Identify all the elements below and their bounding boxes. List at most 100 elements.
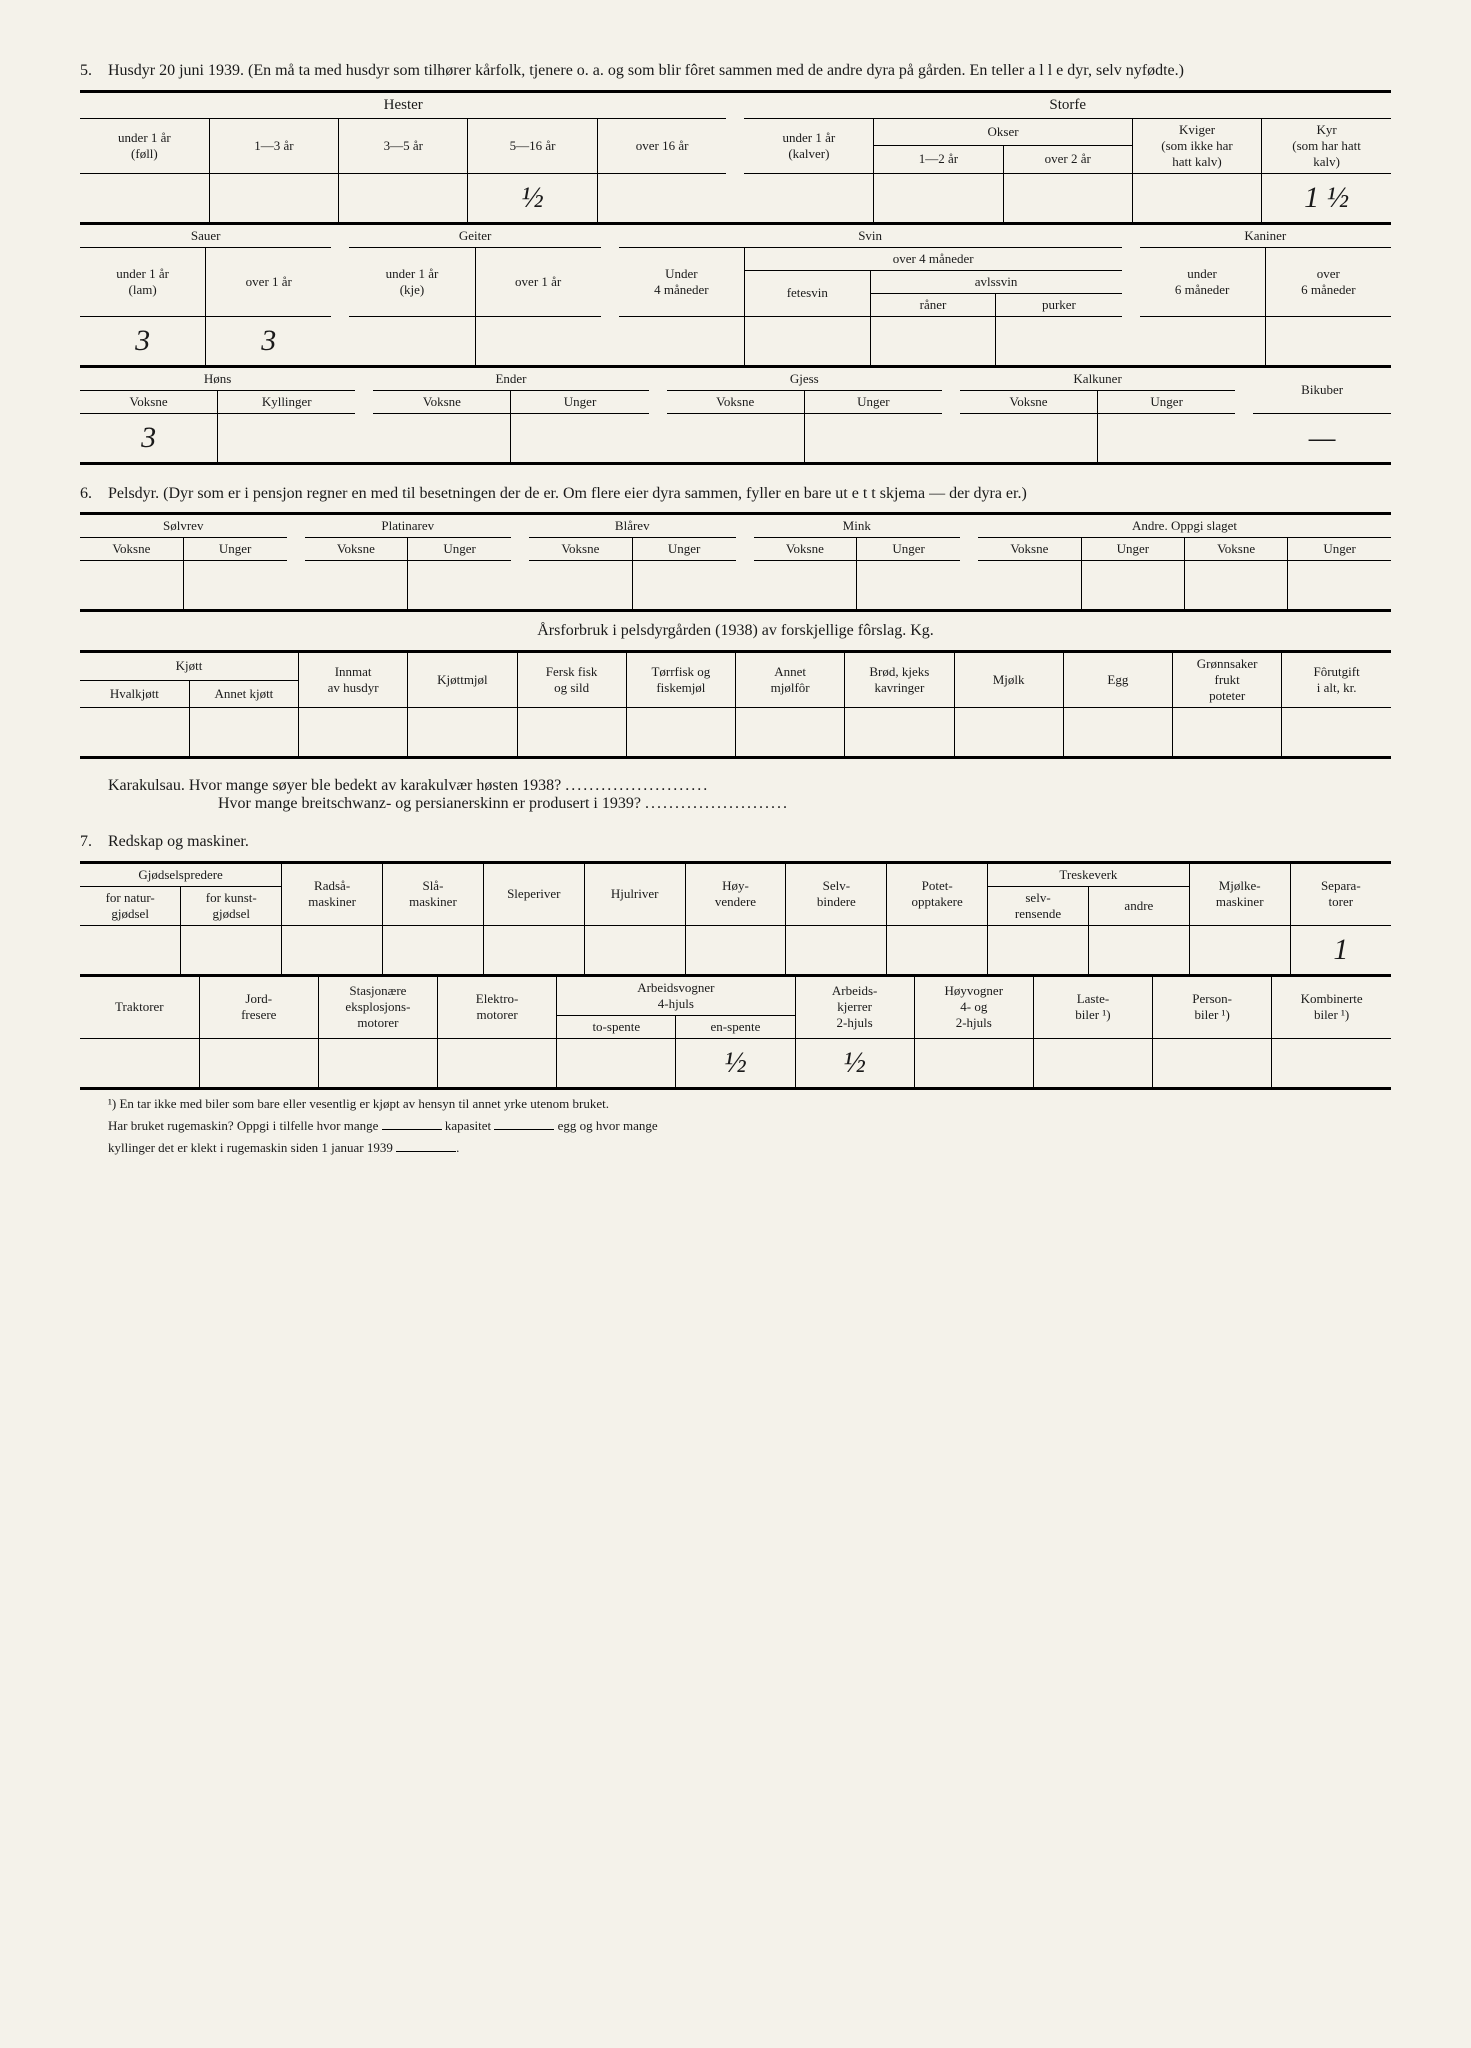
h: under 1 år [116, 266, 169, 281]
h: 6 måneder [1301, 282, 1356, 297]
h: Kombinerte [1301, 991, 1363, 1006]
rule [80, 756, 1391, 759]
h: Høyvogner [945, 983, 1004, 998]
table-fjorfe: Høns Ender Gjess Kalkuner Bikuber Voksne… [80, 368, 1391, 462]
h: Voksne [960, 390, 1098, 413]
h: Unger [1098, 390, 1236, 413]
h: Tørrfisk og [651, 664, 710, 679]
h: to-spente [557, 1015, 676, 1038]
q5-num: 5. [80, 60, 108, 82]
h: Brød, kjeks [869, 664, 929, 679]
t: Har bruket rugemaskin? Oppgi i tilfelle … [108, 1118, 378, 1133]
h: torer [1329, 894, 1354, 909]
h: Unger [408, 538, 511, 561]
h: under 1 år [783, 130, 836, 145]
h: Unger [632, 538, 735, 561]
h: Traktorer [80, 977, 199, 1039]
h: bindere [817, 894, 856, 909]
t: kapasitet [445, 1118, 491, 1133]
h: frukt [1214, 672, 1239, 687]
h: Unger [857, 538, 960, 561]
h: Voksne [373, 390, 511, 413]
g: Kaniner [1140, 225, 1392, 248]
h: Arbeidsvogner [637, 980, 714, 995]
h: andre [1088, 886, 1189, 925]
h: poteter [1209, 688, 1245, 703]
h: avlssvin [870, 270, 1121, 293]
h: over 16 år [597, 118, 726, 173]
h: Voksne [529, 538, 632, 561]
h: Voksne [80, 390, 218, 413]
h: over 1 år [206, 247, 332, 316]
h: Fersk fisk [546, 664, 598, 679]
h: (som ikke har [1161, 138, 1232, 153]
h: Under [665, 266, 698, 281]
h: Mjølke- [1219, 878, 1261, 893]
table-hester-storfe: Hester Storfe under 1 år(føll) 1—3 år 3—… [80, 93, 1391, 222]
h: (lam) [129, 282, 157, 297]
h: 4-hjuls [658, 996, 694, 1011]
val-bikuber: — [1253, 413, 1391, 462]
h: 5—16 år [468, 118, 597, 173]
h: Treskeverk [988, 864, 1190, 887]
footnote-1: ¹) En tar ikke med biler som bare eller … [80, 1096, 1391, 1112]
h: over 4 måneder [744, 247, 1121, 270]
h: Annet [774, 664, 806, 679]
h: over 2 år [1003, 146, 1132, 174]
h: Hvalkjøtt [80, 680, 189, 708]
g: Andre. Oppgi slaget [978, 515, 1391, 538]
h: Gjødselspredere [80, 864, 282, 887]
h: hatt kalv) [1172, 154, 1221, 169]
h: kjerrer [837, 999, 872, 1014]
h: fiskemjøl [656, 680, 705, 695]
t: kyllinger det er klekt i rugemaskin side… [108, 1140, 393, 1155]
h: av husdyr [328, 680, 379, 695]
val-hester-5-16: ½ [468, 173, 597, 222]
h: (kalver) [788, 146, 829, 161]
h: 1—3 år [209, 118, 338, 173]
h: fresere [241, 1007, 276, 1022]
h: Voksne [80, 538, 183, 561]
h: Voksne [1185, 538, 1288, 561]
h: Radså- [314, 878, 350, 893]
h: en-spente [676, 1015, 795, 1038]
foot-line2: kyllinger det er klekt i rugemaskin side… [80, 1140, 1391, 1156]
karakul-l1: Karakulsau. Hvor mange søyer ble bedekt … [108, 777, 561, 794]
h: Stasjonære [349, 983, 406, 998]
h: Kyllinger [218, 390, 356, 413]
h: (som har hatt [1292, 138, 1361, 153]
h: Okser [874, 118, 1133, 146]
g: Platinarev [305, 515, 512, 538]
g: Sauer [80, 225, 331, 248]
q7-num: 7. [80, 831, 108, 853]
group-hester: Hester [80, 93, 726, 119]
question-5: 5.Husdyr 20 juni 1939. (En må ta med hus… [80, 60, 1391, 82]
h: mjølfôr [771, 680, 810, 695]
g: Høns [80, 368, 355, 391]
h: Unger [183, 538, 286, 561]
dotline [565, 777, 709, 794]
h: over 1 år [475, 247, 601, 316]
h: maskiner [1216, 894, 1264, 909]
h: biler ¹) [1075, 1007, 1110, 1022]
g: Svin [619, 225, 1122, 248]
h: Slå- [422, 878, 443, 893]
h: Unger [511, 390, 649, 413]
g: Gjess [667, 368, 942, 391]
karakul-l2: Hvor mange breitschwanz- og persianerski… [218, 795, 641, 812]
h: maskiner [409, 894, 457, 909]
h: Kjøtt [80, 653, 299, 680]
h: Hjulriver [584, 864, 685, 926]
group-storfe: Storfe [744, 93, 1391, 119]
h: Fôrutgift [1314, 664, 1360, 679]
h: Potet- [922, 878, 953, 893]
g: Bikuber [1253, 368, 1391, 414]
h: 6 måneder [1175, 282, 1230, 297]
h: selv- [1025, 890, 1050, 905]
dotline [645, 795, 789, 812]
g: Geiter [349, 225, 600, 248]
h: fetesvin [744, 270, 870, 316]
h: Laste- [1077, 991, 1109, 1006]
h: 2-hjuls [956, 1015, 992, 1030]
h: Voksne [305, 538, 408, 561]
